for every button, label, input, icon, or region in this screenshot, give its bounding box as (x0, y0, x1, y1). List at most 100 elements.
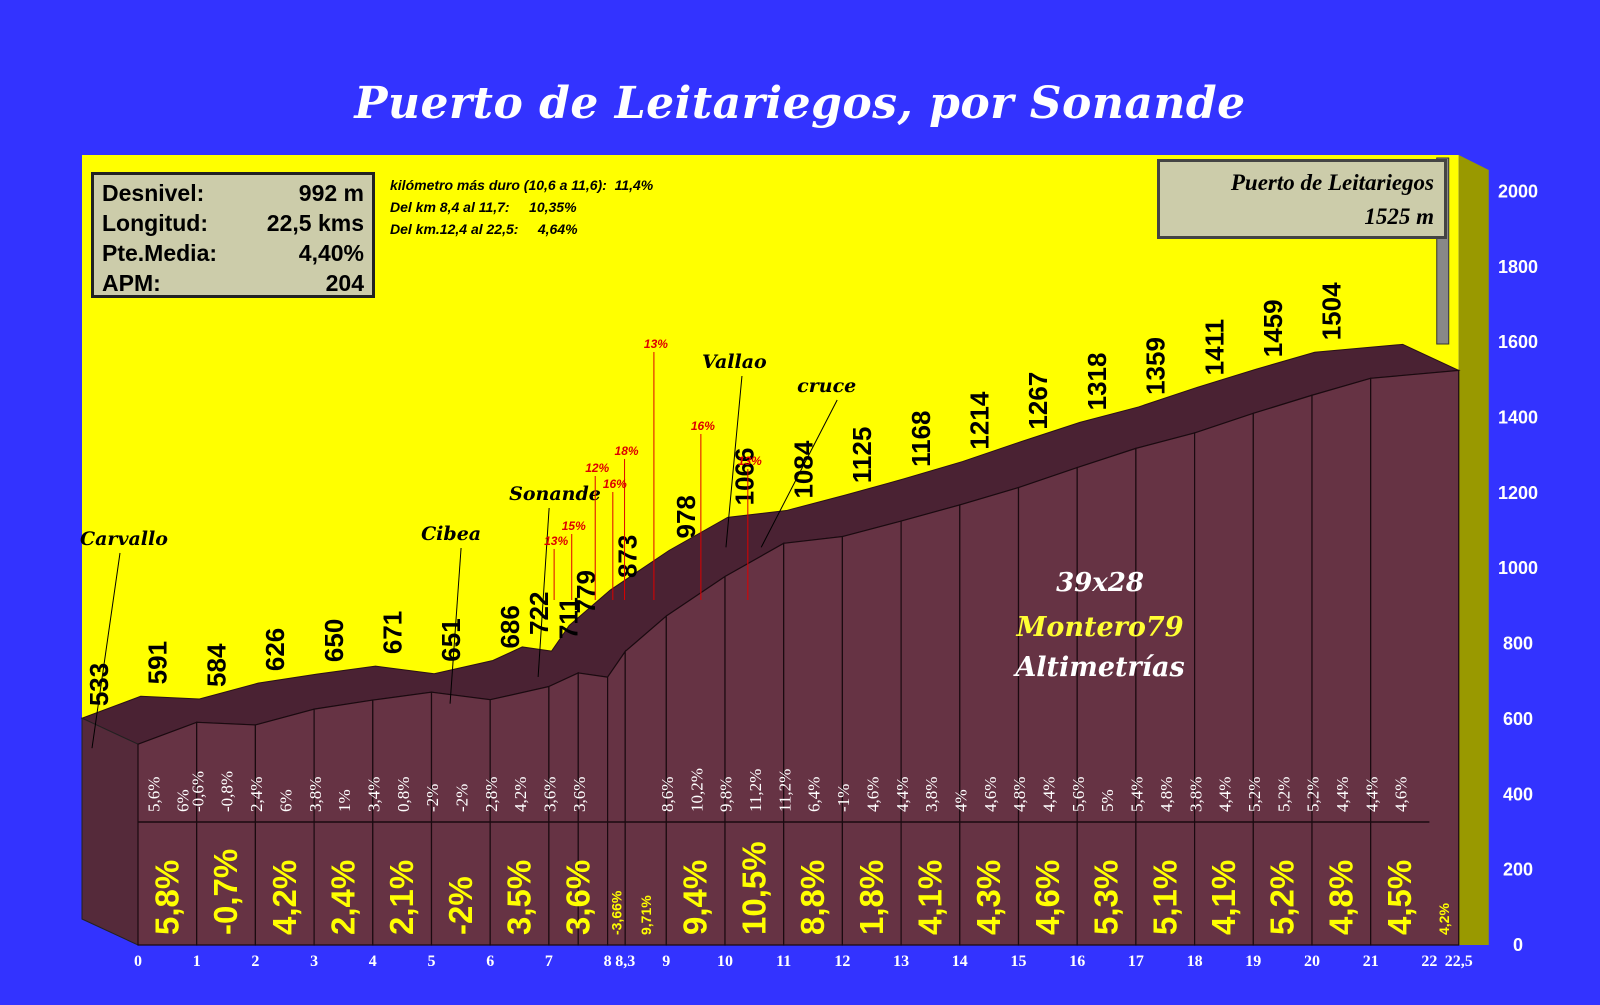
credit-author: Montero79 (1016, 612, 1184, 643)
y-tick-label: 800 (1503, 634, 1533, 654)
chart-title: Puerto de Leitariegos, por Sonande (354, 78, 1246, 129)
x-tick-label: 13 (893, 953, 909, 970)
km-gradient-label: 4,6% (1029, 860, 1066, 935)
credit-gear: 39x28 (1056, 568, 1144, 598)
note-section-1: Del km 8,4 al 11,7: 10,35% (390, 199, 577, 215)
x-tick-label: 3 (310, 953, 318, 970)
half-km-gradient-label: 2,4% (247, 777, 266, 812)
half-km-gradient-label: 4,4% (1216, 777, 1235, 812)
stat-desnivel: Desnivel: 992 m (102, 180, 364, 206)
km-gradient-label: 3,6% (559, 860, 596, 935)
half-km-gradient-label: 3,8% (1186, 777, 1205, 812)
half-km-gradient-label: 0,8% (394, 777, 413, 812)
profile-segment (1370, 369, 1460, 946)
half-km-gradient-label: 2,8% (482, 777, 501, 812)
half-km-gradient-label: 5,4% (1128, 777, 1147, 812)
altitude-label: 1459 (1258, 299, 1288, 357)
half-km-gradient-label: 8,6% (658, 777, 677, 812)
y-tick-label: 1400 (1498, 407, 1538, 427)
x-tick-label: 18 (1187, 953, 1203, 970)
km-gradient-label: 4,2% (266, 860, 303, 935)
half-km-gradient-label: 5,2% (1304, 777, 1323, 812)
place-label: Vallao (702, 351, 767, 373)
altitude-label: 1168 (906, 410, 936, 466)
altitude-label: 650 (319, 619, 349, 662)
altitude-label: 1084 (788, 440, 818, 498)
peak-gradient-label: 13% (738, 454, 762, 468)
half-km-gradient-label: -1% (834, 784, 853, 812)
summit-altitude: 1525 m (1364, 204, 1434, 229)
place-label: Cibea (421, 523, 481, 545)
km-gradient-label: 4,2% (1436, 903, 1452, 935)
half-km-gradient-label: 3,6% (570, 777, 589, 812)
summit-box: Puerto de Leitariegos 1525 m (1157, 159, 1447, 239)
half-km-gradient-label: 4,4% (1333, 777, 1352, 812)
x-tick-label: 7 (545, 953, 553, 970)
y-tick-label: 1800 (1498, 257, 1538, 277)
plot-side-wall (1458, 155, 1489, 945)
half-km-gradient-label: 10,2% (687, 768, 706, 812)
y-tick-label: 200 (1503, 860, 1533, 880)
km-gradient-label: 5,1% (1146, 860, 1183, 935)
stat-longitud: Longitud: 22,5 kms (102, 210, 364, 236)
x-tick-label: 21 (1363, 953, 1379, 970)
x-tick-label: 22,5 (1445, 953, 1473, 970)
altitude-label: 1214 (965, 391, 995, 449)
place-label: Sonande (509, 483, 601, 505)
y-tick-label: 1000 (1498, 558, 1538, 578)
y-tick-label: 1200 (1498, 483, 1538, 503)
notes: kilómetro más duro (10,6 a 11,6): 11,4% … (390, 174, 653, 240)
altitude-label: 584 (201, 643, 231, 687)
km-gradient-label: -0,7% (207, 849, 244, 935)
x-tick-label: 16 (1069, 953, 1085, 970)
km-gradient-label: 5,3% (1088, 860, 1125, 935)
place-label: Carvallo (80, 528, 168, 550)
place-label: cruce (797, 375, 856, 397)
altitude-label: 1318 (1082, 353, 1112, 411)
half-km-gradient-label: 4,4% (1362, 777, 1381, 812)
altitude-label: 1125 (847, 427, 877, 483)
half-km-gradient-label: 4,8% (1157, 777, 1176, 812)
peak-gradient-label: 12% (585, 461, 609, 475)
half-km-gradient-label: 4% (951, 789, 970, 812)
half-km-gradient-label: 3,8% (306, 777, 325, 812)
altitude-label: 1411 (1199, 319, 1229, 375)
peak-gradient-label: 16% (691, 419, 715, 433)
half-km-gradient-label: 4,6% (863, 777, 882, 812)
place-pointer (91, 552, 121, 749)
half-km-gradient-label: 3,8% (922, 777, 941, 812)
half-km-gradient-label: 5,6% (144, 777, 163, 812)
half-km-gradient-label: 3,4% (364, 777, 383, 812)
stats-box: Desnivel: 992 m Longitud: 22,5 kms Pte.Med… (91, 172, 375, 298)
peak-gradient-label: 16% (603, 477, 627, 491)
x-tick-label: 19 (1245, 953, 1261, 970)
km-gradient-label: -2% (442, 876, 479, 935)
km-gradient-label: 4,3% (970, 860, 1007, 935)
km-gradient-label: 5,2% (1264, 860, 1301, 935)
km-gradient-label: 4,5% (1381, 860, 1418, 935)
altitude-label: 591 (143, 641, 173, 684)
altitude-label: 873 (612, 535, 642, 578)
half-km-gradient-label: 6% (276, 789, 295, 812)
y-tick-label: 600 (1503, 709, 1533, 729)
km-gradient-label: 4,8% (1322, 860, 1359, 935)
km-gradient-label: -3,66% (608, 890, 624, 935)
half-km-gradient-label: 4,4% (893, 777, 912, 812)
peak-gradient-label: 15% (562, 519, 586, 533)
x-tick-label: 0 (134, 953, 142, 970)
note-section-2: Del km.12,4 al 22,5: 4,64% (390, 221, 578, 237)
x-tick-label: 14 (952, 953, 968, 970)
altitude-label: 711 (554, 597, 584, 639)
altitude-label: 671 (378, 611, 408, 654)
km-gradient-label: 5,8% (148, 860, 185, 935)
y-tick-label: 400 (1503, 784, 1533, 804)
altitude-label: 686 (495, 605, 525, 648)
place-pointer (537, 507, 550, 677)
half-km-gradient-label: -2% (423, 784, 442, 812)
half-km-gradient-label: 4,4% (1040, 777, 1059, 812)
stat-pendiente: Pte.Media: 4,40% (102, 240, 364, 266)
altitude-label: 779 (571, 570, 601, 613)
half-km-gradient-label: 11,2% (746, 769, 765, 812)
x-tick-label: 15 (1011, 953, 1027, 970)
km-gradient-label: 9,71% (638, 895, 654, 935)
